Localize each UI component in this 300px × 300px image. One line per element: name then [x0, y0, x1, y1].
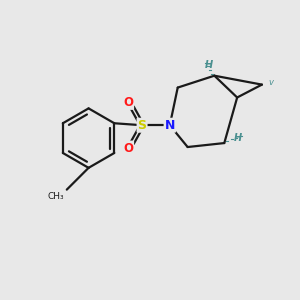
Text: S: S [138, 119, 147, 132]
Text: CH₃: CH₃ [47, 192, 64, 201]
Text: v: v [268, 78, 273, 87]
Text: N: N [165, 119, 175, 132]
Text: H: H [204, 60, 212, 70]
Text: O: O [123, 96, 133, 109]
Text: H: H [234, 133, 242, 143]
Text: O: O [123, 142, 133, 154]
